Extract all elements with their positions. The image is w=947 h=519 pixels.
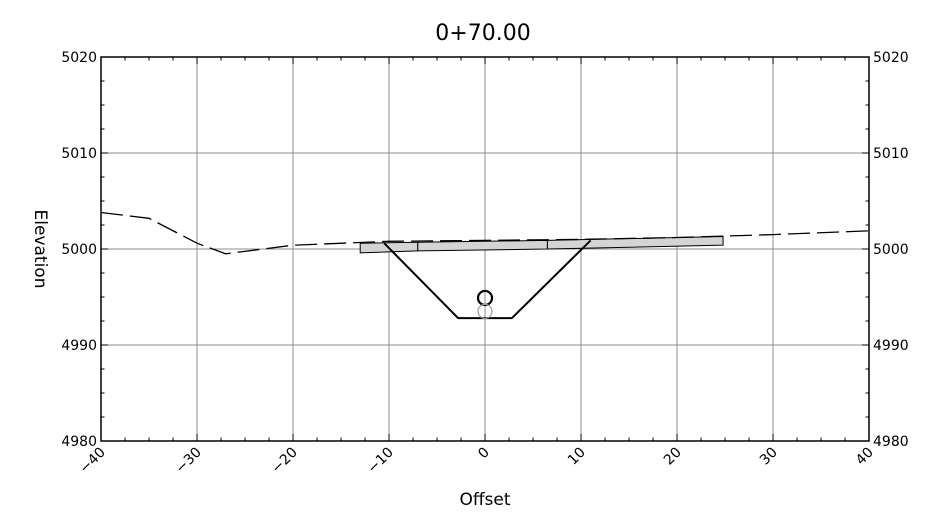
y-tick-label-left-3: 5010 <box>61 146 97 162</box>
data-layer <box>100 211 870 320</box>
chart-title: 0+70.00 <box>435 21 530 46</box>
pavement-strip-1 <box>417 239 548 252</box>
y-tick-label-right-2: 5000 <box>873 242 909 258</box>
y-tick-label-left-1: 4990 <box>61 338 97 354</box>
trench-outline-line <box>383 239 592 320</box>
existing-ground-dashed-line <box>100 211 870 255</box>
x-tick-label-4: 0 <box>475 445 493 463</box>
y-tick-label-left-2: 5000 <box>61 242 97 258</box>
pipe-marker-1 <box>477 303 493 319</box>
ticks <box>100 56 870 442</box>
x-tick-label-1: −30 <box>173 445 205 477</box>
x-tick-label-6: 20 <box>661 445 685 469</box>
y-axis-label: Elevation <box>30 210 50 289</box>
y-tick-label-right-1: 4990 <box>873 338 909 354</box>
x-tick-label-2: −20 <box>269 445 301 477</box>
x-axis-label: Offset <box>459 490 510 510</box>
y-tick-label-right-4: 5020 <box>873 50 909 66</box>
x-tick-label-7: 30 <box>757 445 781 469</box>
y-tick-label-right-0: 4980 <box>873 434 909 450</box>
x-tick-label-3: −10 <box>365 445 397 477</box>
x-tick-label-5: 10 <box>565 445 589 469</box>
y-tick-label-left-0: 4980 <box>61 434 97 450</box>
y-tick-label-left-4: 5020 <box>61 50 97 66</box>
y-tick-label-right-3: 5010 <box>873 146 909 162</box>
